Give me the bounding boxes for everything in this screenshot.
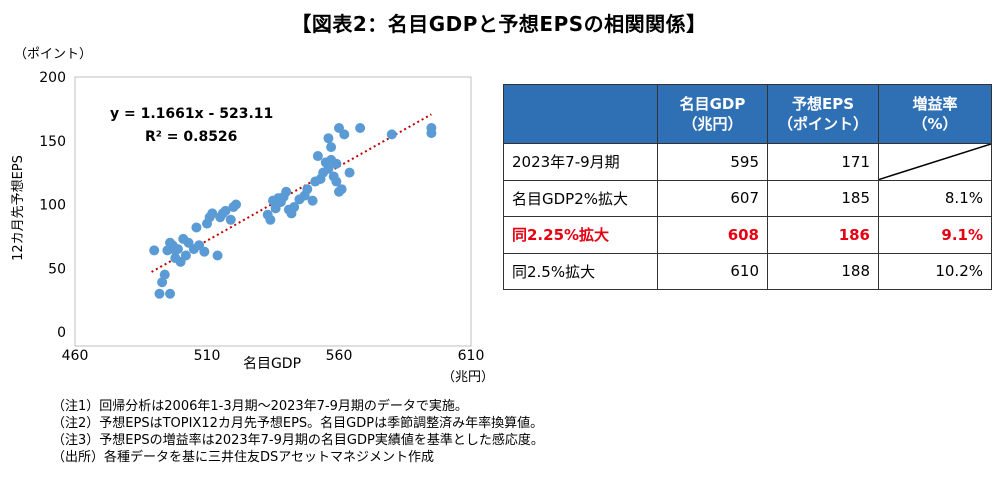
row-label: 2023年7-9月期 bbox=[503, 143, 658, 181]
scatter-point bbox=[157, 277, 168, 288]
scatter-point bbox=[307, 195, 318, 206]
scatter-point bbox=[199, 246, 210, 257]
scatter-point bbox=[191, 222, 202, 233]
x-unit-label: （兆円） bbox=[442, 370, 494, 385]
scatter-point bbox=[426, 128, 437, 139]
y-tick-label: 100 bbox=[39, 198, 66, 214]
scatter-point bbox=[331, 158, 342, 169]
footnote: （注3）予想EPSの増益率は2023年7-9月期の名目GDP実績値を基準とした感… bbox=[52, 433, 544, 448]
scatter-point bbox=[344, 167, 355, 178]
scatter-point bbox=[231, 199, 242, 210]
scatter-point bbox=[172, 244, 183, 255]
table-header-row: 名目GDP （兆円） 予想EPS （ポイント） 増益率 （%） bbox=[503, 84, 992, 144]
gdp-cell: 610 bbox=[657, 252, 768, 290]
growth-cell-diagonal bbox=[878, 143, 992, 181]
scatter-point bbox=[212, 250, 223, 261]
table-row: 名目GDP2%拡大 607 185 8.1% bbox=[503, 179, 992, 217]
row-label: 同2.25%拡大 bbox=[503, 216, 658, 254]
scatter-point bbox=[312, 151, 323, 162]
x-tick-label: 560 bbox=[326, 348, 353, 364]
scatter-point bbox=[180, 250, 191, 261]
y-tick-label: 200 bbox=[39, 70, 66, 86]
footnotes: （注1）回帰分析は2006年1-3月期～2023年7-9月期のデータで実施。 （… bbox=[52, 398, 544, 466]
diagonal-line bbox=[879, 144, 991, 180]
row-label: 名目GDP2%拡大 bbox=[503, 179, 658, 217]
y-unit-label: （ポイント） bbox=[14, 47, 92, 62]
trend-line bbox=[151, 113, 432, 273]
footnote: （注1）回帰分析は2006年1-3月期～2023年7-9月期のデータで実施。 bbox=[52, 399, 468, 414]
scatter-point bbox=[159, 269, 170, 280]
scatter-point bbox=[154, 288, 165, 299]
scatter-point bbox=[289, 202, 300, 213]
scatter-chart: （ポイント） 12カ月先予想EPS 名目GDP （兆円） 0 50 100 150 20… bbox=[10, 47, 494, 385]
growth-cell: 8.1% bbox=[878, 179, 992, 217]
scatter-point bbox=[302, 184, 313, 195]
table-row: 同2.5%拡大 610 188 10.2% bbox=[503, 252, 992, 290]
scatter-point bbox=[334, 186, 344, 197]
gdp-cell: 607 bbox=[657, 179, 768, 217]
regression-equation: y = 1.1661x - 523.11 bbox=[110, 106, 273, 122]
x-axis-title: 名目GDP bbox=[243, 356, 301, 372]
eps-cell: 185 bbox=[767, 179, 879, 217]
scatter-point bbox=[225, 214, 236, 225]
scatter-point bbox=[323, 133, 334, 144]
sensitivity-table: 名目GDP （兆円） 予想EPS （ポイント） 増益率 （%） 2023年7-9月期 … bbox=[503, 84, 992, 290]
scatter-point bbox=[326, 142, 337, 153]
x-tick-label: 460 bbox=[62, 348, 89, 364]
eps-cell: 186 bbox=[767, 216, 879, 254]
table-row: 2023年7-9月期 595 171 bbox=[503, 143, 992, 181]
eps-cell: 171 bbox=[767, 143, 879, 181]
scatter-point bbox=[165, 288, 176, 299]
scatter-point bbox=[331, 176, 342, 187]
scatter-point bbox=[386, 129, 397, 140]
scatter-point bbox=[220, 205, 231, 216]
eps-cell: 188 bbox=[767, 252, 879, 290]
scatter-point bbox=[323, 163, 334, 174]
gdp-cell: 608 bbox=[657, 216, 768, 254]
table-row-highlighted: 同2.25%拡大 608 186 9.1% bbox=[503, 216, 992, 254]
x-tick-label: 510 bbox=[194, 348, 221, 364]
r-squared: R² = 0.8526 bbox=[145, 129, 237, 145]
header-eps: 予想EPS （ポイント） bbox=[767, 84, 879, 144]
scatter-point bbox=[281, 186, 292, 197]
growth-cell: 9.1% bbox=[878, 216, 992, 254]
y-tick-label: 0 bbox=[57, 325, 66, 341]
header-blank bbox=[503, 84, 658, 144]
x-tick-label: 610 bbox=[458, 348, 485, 364]
header-gdp: 名目GDP （兆円） bbox=[657, 84, 768, 144]
header-growth: 増益率 （%） bbox=[878, 84, 992, 144]
scatter-point bbox=[207, 208, 218, 219]
y-axis-title: 12カ月先予想EPS bbox=[10, 155, 26, 261]
scatter-point bbox=[355, 123, 366, 133]
growth-cell: 10.2% bbox=[878, 252, 992, 290]
footnote: （出所）各種データを基に三井住友DSアセットマネジメント作成 bbox=[52, 450, 435, 465]
page-title: 【図表2：名目GDPと予想EPSの相関関係】 bbox=[291, 12, 707, 36]
footnote: （注2）予想EPSはTOPIX12カ月先予想EPS。名目GDPは季節調整済み年率… bbox=[52, 416, 544, 431]
y-tick-label: 150 bbox=[39, 134, 66, 150]
row-label: 同2.5%拡大 bbox=[503, 252, 658, 290]
gdp-cell: 595 bbox=[657, 143, 768, 181]
y-tick-label: 50 bbox=[48, 261, 66, 277]
scatter-point bbox=[339, 129, 350, 140]
scatter-point bbox=[149, 245, 160, 256]
scatter-point bbox=[265, 214, 276, 225]
